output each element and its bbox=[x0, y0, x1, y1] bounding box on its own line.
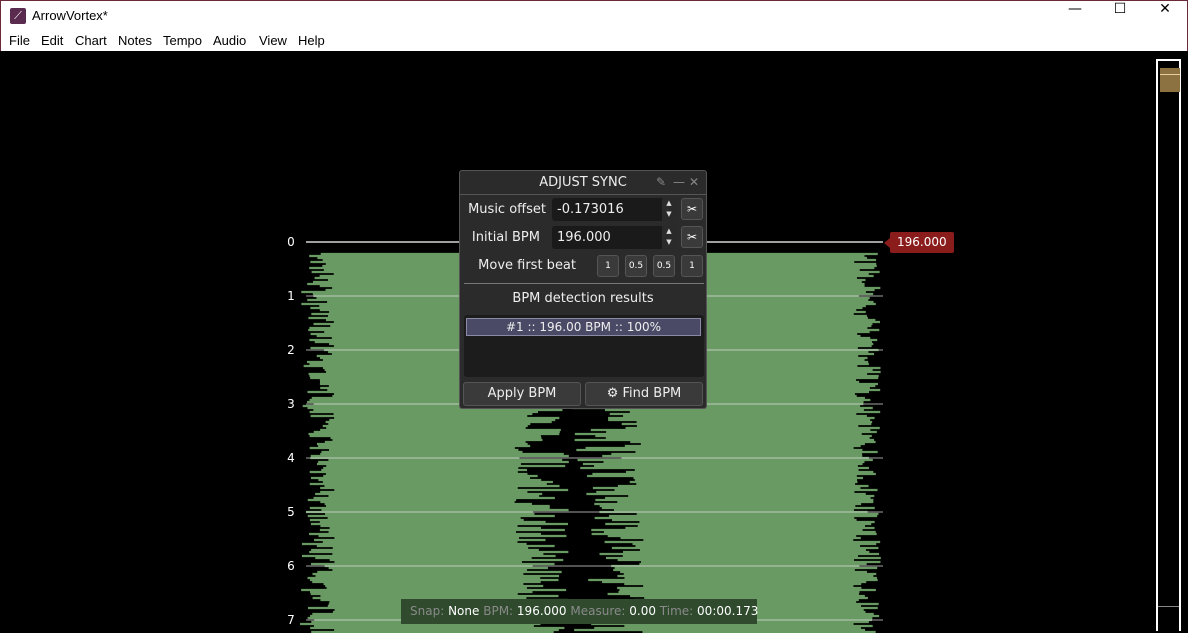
menu-help[interactable]: Help bbox=[298, 33, 325, 48]
close-button[interactable]: ✕ bbox=[1159, 1, 1171, 17]
chart-editor-canvas[interactable]: 0 1 2 3 4 5 6 7 196.000 Snap: None BPM: … bbox=[1, 51, 1187, 633]
move-up-1-button[interactable]: 1 bbox=[597, 255, 619, 277]
measure-label: 7 bbox=[287, 613, 295, 627]
snap-value: None bbox=[448, 604, 480, 618]
measure-value: 0.00 bbox=[629, 604, 656, 618]
find-bpm-label: Find BPM bbox=[622, 386, 682, 401]
apply-bpm-button[interactable]: Apply BPM bbox=[463, 382, 581, 406]
find-bpm-button[interactable]: ⚙ Find BPM bbox=[585, 382, 703, 406]
music-offset-spinner[interactable]: ▲ ▼ bbox=[662, 198, 676, 221]
pin-icon[interactable]: ✎ bbox=[656, 175, 667, 189]
divider bbox=[464, 283, 704, 284]
move-down-half-button[interactable]: 0.5 bbox=[653, 255, 675, 277]
initial-bpm-spinner[interactable]: ▲ ▼ bbox=[662, 226, 676, 249]
bpm-value: 196.000 bbox=[516, 604, 567, 618]
measure-status-label: Measure: bbox=[570, 604, 626, 618]
initial-bpm-label: Initial BPM bbox=[471, 230, 540, 245]
gear-icon: ⚙ bbox=[606, 386, 619, 401]
result-item[interactable]: #1 :: 196.00 BPM :: 100% bbox=[466, 318, 701, 336]
bpm-marker[interactable]: 196.000 bbox=[884, 232, 954, 253]
menu-tempo[interactable]: Tempo bbox=[163, 33, 203, 48]
window-title: ArrowVortex* bbox=[32, 8, 108, 23]
title-bar: ⟋ ArrowVortex* — ☐ ✕ bbox=[0, 0, 1188, 30]
adjust-sync-dialog: ADJUST SYNC ✎ — ✕ Music offset -0.173016… bbox=[459, 170, 707, 409]
scrollbar-thumb[interactable] bbox=[1160, 68, 1180, 92]
menu-audio[interactable]: Audio bbox=[213, 33, 247, 48]
bpm-label: BPM: bbox=[483, 604, 514, 618]
snap-label: Snap: bbox=[410, 604, 445, 618]
menu-file[interactable]: File bbox=[9, 33, 30, 48]
close-icon[interactable]: ✕ bbox=[689, 175, 700, 189]
time-value: 00:00.173 bbox=[697, 604, 759, 618]
move-down-1-button[interactable]: 1 bbox=[681, 255, 703, 277]
dialog-title[interactable]: ADJUST SYNC bbox=[460, 171, 706, 195]
music-offset-input[interactable]: -0.173016 bbox=[552, 198, 676, 221]
measure-label: 0 bbox=[287, 235, 295, 249]
minimize-icon[interactable]: — bbox=[673, 175, 685, 189]
move-up-half-button[interactable]: 0.5 bbox=[625, 255, 647, 277]
menu-view[interactable]: View bbox=[259, 33, 287, 48]
measure-label: 2 bbox=[287, 343, 295, 357]
results-header: BPM detection results bbox=[512, 291, 654, 306]
measure-label: 1 bbox=[287, 289, 295, 303]
music-offset-label: Music offset bbox=[468, 202, 546, 217]
initial-bpm-input[interactable]: 196.000 bbox=[552, 226, 676, 249]
minimap-scrollbar[interactable] bbox=[1156, 59, 1181, 631]
app-logo-icon: ⟋ bbox=[10, 8, 26, 24]
measure-label: 4 bbox=[287, 451, 295, 465]
measure-label: 6 bbox=[287, 559, 295, 573]
minimize-button[interactable]: — bbox=[1068, 1, 1082, 17]
music-offset-tap-button[interactable]: ✂ bbox=[681, 198, 703, 220]
measure-label: 5 bbox=[287, 505, 295, 519]
menu-bar: File Edit Chart Notes Tempo Audio View H… bbox=[0, 30, 1188, 51]
menu-edit[interactable]: Edit bbox=[41, 33, 64, 48]
maximize-button[interactable]: ☐ bbox=[1113, 1, 1127, 17]
move-first-beat-label: Move first beat bbox=[478, 258, 576, 273]
time-label: Time: bbox=[659, 604, 694, 618]
menu-chart[interactable]: Chart bbox=[75, 33, 107, 48]
measure-label: 3 bbox=[287, 397, 295, 411]
scrollbar-end-marker bbox=[1158, 606, 1179, 607]
initial-bpm-tap-button[interactable]: ✂ bbox=[681, 226, 703, 248]
results-list[interactable]: #1 :: 196.00 BPM :: 100% bbox=[464, 315, 704, 377]
menu-notes[interactable]: Notes bbox=[118, 33, 152, 48]
status-bar: Snap: None BPM: 196.000 Measure: 0.00 Ti… bbox=[401, 599, 759, 624]
